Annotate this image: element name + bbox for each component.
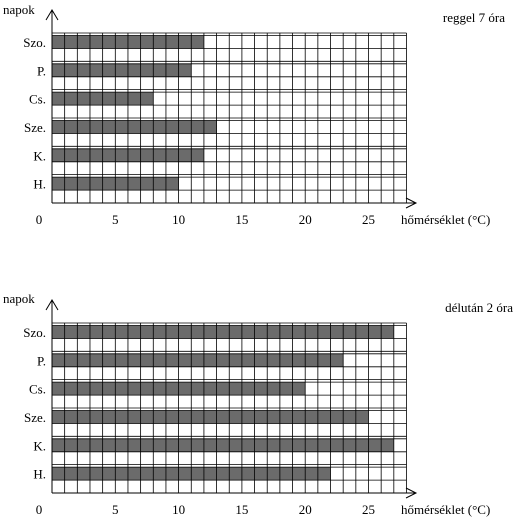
bar-p [52, 63, 192, 77]
bar-k [52, 438, 394, 452]
category-label: H. [33, 467, 46, 482]
x-tick-label: 15 [235, 212, 248, 227]
category-label: Sze. [24, 120, 46, 135]
category-label: K. [33, 438, 46, 453]
category-label: Szo. [23, 35, 46, 50]
x-tick-label: 20 [299, 212, 312, 227]
category-label: Cs. [29, 92, 46, 107]
x-tick-label: 10 [172, 212, 185, 227]
origin-label: 0 [36, 212, 43, 227]
category-label: Cs. [29, 382, 46, 397]
y-axis-label: napok [3, 2, 35, 17]
category-label: H. [33, 177, 46, 192]
category-label: K. [33, 148, 46, 163]
y-axis-label: napok [3, 291, 35, 306]
x-axis-arrow [405, 197, 418, 209]
x-tick-label: 5 [112, 212, 119, 227]
category-label: P. [37, 353, 46, 368]
y-axis-arrow [45, 299, 59, 311]
grid [51, 322, 407, 494]
x-axis-label: hőmérséklet (°C) [401, 502, 490, 517]
chart-title: reggel 7 óra [443, 10, 505, 25]
category-label: P. [37, 63, 46, 78]
grid [51, 32, 407, 204]
x-tick-label: 25 [362, 212, 375, 227]
bar-sze [52, 120, 217, 134]
x-axis-label: hőmérséklet (°C) [401, 212, 490, 227]
x-axis-arrow [405, 487, 418, 499]
y-axis-arrow [45, 9, 59, 21]
category-label: Szo. [23, 325, 46, 340]
category-label: Sze. [24, 410, 46, 425]
x-tick-label: 10 [172, 502, 185, 517]
chart-title: délután 2 óra [445, 300, 513, 315]
origin-label: 0 [36, 502, 43, 517]
x-tick-label: 5 [112, 502, 119, 517]
x-tick-label: 20 [299, 502, 312, 517]
x-tick-label: 15 [235, 502, 248, 517]
chart-2: Szo. P. Cs. Sze. K. H. 0 5 10 15 20 25 napok hőmérsék… [3, 291, 513, 517]
x-tick-label: 25 [362, 502, 375, 517]
bar-szo [52, 325, 394, 339]
bar-p [52, 353, 344, 367]
bar-sze [52, 410, 369, 424]
chart-1: Szo. P. Cs. Sze. K. H. 0 5 10 15 20 25 napok hőmérsék… [3, 2, 505, 227]
